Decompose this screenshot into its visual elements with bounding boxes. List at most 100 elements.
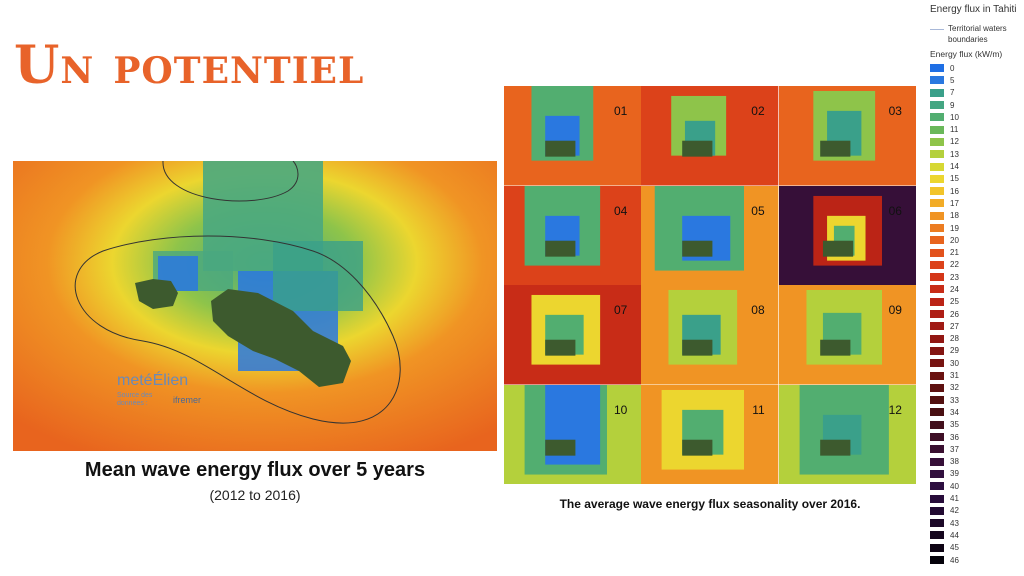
legend-item: 19 bbox=[930, 222, 1024, 234]
monthly-flux-grid: 01 02 03 04 05 06 bbox=[504, 86, 916, 484]
legend-label: 23 bbox=[950, 272, 959, 282]
legend-swatch bbox=[930, 346, 944, 355]
legend-label: 39 bbox=[950, 469, 959, 479]
legend-swatch bbox=[930, 310, 944, 319]
month-label: 01 bbox=[613, 104, 628, 118]
legend-swatch bbox=[930, 383, 944, 392]
legend-swatch bbox=[930, 543, 944, 552]
legend-swatch bbox=[930, 199, 944, 208]
watermark-data: données : bbox=[117, 400, 148, 407]
legend-item: 31 bbox=[930, 369, 1024, 381]
legend-swatch bbox=[930, 88, 944, 97]
month-label: 08 bbox=[751, 303, 765, 317]
legend-item: 33 bbox=[930, 394, 1024, 406]
legend-label: 15 bbox=[950, 174, 959, 184]
month-map: 10 bbox=[504, 384, 642, 484]
legend-swatch bbox=[930, 556, 944, 565]
month-label: 05 bbox=[751, 203, 765, 218]
legend-item: 11 bbox=[930, 123, 1024, 135]
legend-item: 18 bbox=[930, 210, 1024, 222]
legend-swatch bbox=[930, 322, 944, 331]
legend-item: 0 bbox=[930, 62, 1024, 74]
legend-swatch bbox=[930, 482, 944, 491]
legend-item: 26 bbox=[930, 308, 1024, 320]
legend-item: 40 bbox=[930, 480, 1024, 492]
legend-label: 9 bbox=[950, 100, 955, 110]
legend-label: 46 bbox=[950, 555, 959, 565]
main-map-subcaption: (2012 to 2016) bbox=[209, 487, 301, 503]
legend-swatch bbox=[930, 260, 944, 269]
legend-swatch bbox=[930, 187, 944, 196]
legend-swatch bbox=[930, 101, 944, 110]
month-map: 07 bbox=[504, 285, 642, 385]
legend-label: 40 bbox=[950, 481, 959, 491]
legend-item: 25 bbox=[930, 296, 1024, 308]
legend-swatch bbox=[930, 273, 944, 282]
legend-label: 30 bbox=[950, 358, 959, 368]
legend-swatch bbox=[930, 359, 944, 368]
watermark-source: Source des bbox=[117, 392, 153, 399]
legend-swatch bbox=[930, 420, 944, 429]
legend-items: 0 5 7 9 10 11 12 13 14 15 16 17 18 19 20 21 22 23 24 25 26 27… bbox=[930, 62, 1024, 566]
legend-label: 12 bbox=[950, 137, 959, 147]
flux-title: Energy flux (kW/m) bbox=[930, 49, 1003, 59]
legend-label: 27 bbox=[950, 321, 959, 331]
legend-item: 32 bbox=[930, 382, 1024, 394]
legend-swatch bbox=[930, 248, 944, 257]
legend-label: 43 bbox=[950, 518, 959, 528]
legend-swatch bbox=[930, 445, 944, 454]
legend-label: 10 bbox=[950, 112, 959, 122]
legend-label: 41 bbox=[950, 494, 959, 504]
mean-flux-map-graphic: metéÉlien Source des données : ifremer bbox=[13, 161, 497, 451]
legend-item: 24 bbox=[930, 283, 1024, 295]
legend-item: 27 bbox=[930, 320, 1024, 332]
main-map-caption: Mean wave energy flux over 5 years bbox=[84, 459, 426, 481]
legend-label: 14 bbox=[950, 162, 959, 172]
legend-swatch bbox=[930, 76, 944, 85]
slide-title: Un potentiel bbox=[14, 35, 365, 96]
legend-title: Energy flux in Tahiti bbox=[930, 4, 1017, 15]
month-label: 02 bbox=[751, 104, 765, 118]
legend-item: 43 bbox=[930, 517, 1024, 529]
legend-label: 29 bbox=[950, 346, 959, 356]
legend-swatch bbox=[930, 162, 944, 171]
month-label: 06 bbox=[888, 203, 902, 218]
legend-label: 42 bbox=[950, 506, 959, 516]
legend-label: 24 bbox=[950, 284, 959, 294]
legend-swatch bbox=[930, 531, 944, 540]
legend-label: 11 bbox=[950, 125, 959, 135]
legend-label: 45 bbox=[950, 543, 959, 553]
legend-swatch bbox=[930, 211, 944, 220]
legend-item: 39 bbox=[930, 468, 1024, 480]
legend-item: 5 bbox=[930, 74, 1024, 86]
legend-item: 9 bbox=[930, 99, 1024, 111]
legend-item: 34 bbox=[930, 406, 1024, 418]
territorial-waters-key: Territorial waters boundaries bbox=[930, 23, 1024, 45]
legend-label: 44 bbox=[950, 530, 959, 540]
month-map: 12 bbox=[778, 384, 916, 484]
month-label: 03 bbox=[888, 104, 902, 118]
legend-swatch bbox=[930, 469, 944, 478]
legend-label: 28 bbox=[950, 334, 959, 344]
month-map: 09 bbox=[778, 285, 916, 385]
month-label: 09 bbox=[888, 303, 902, 317]
legend-label: 34 bbox=[950, 407, 959, 417]
territorial-line-swatch bbox=[930, 29, 944, 30]
legend-item: 21 bbox=[930, 246, 1024, 258]
legend-item: 7 bbox=[930, 87, 1024, 99]
legend-swatch bbox=[930, 125, 944, 134]
month-label: 07 bbox=[613, 303, 628, 317]
legend-swatch bbox=[930, 285, 944, 294]
legend-swatch bbox=[930, 224, 944, 232]
legend-item: 17 bbox=[930, 197, 1024, 209]
legend-item: 44 bbox=[930, 529, 1024, 541]
legend-item: 13 bbox=[930, 148, 1024, 160]
legend-item: 41 bbox=[930, 492, 1024, 504]
legend-swatch bbox=[930, 457, 944, 466]
legend-item: 38 bbox=[930, 456, 1024, 468]
watermark-ifremer: ifremer bbox=[173, 395, 201, 405]
mean-flux-map: metéÉlien Source des données : ifremer bbox=[13, 161, 497, 451]
legend-item: 46 bbox=[930, 554, 1024, 566]
legend-item: 29 bbox=[930, 345, 1024, 357]
legend-label: 21 bbox=[950, 248, 959, 258]
